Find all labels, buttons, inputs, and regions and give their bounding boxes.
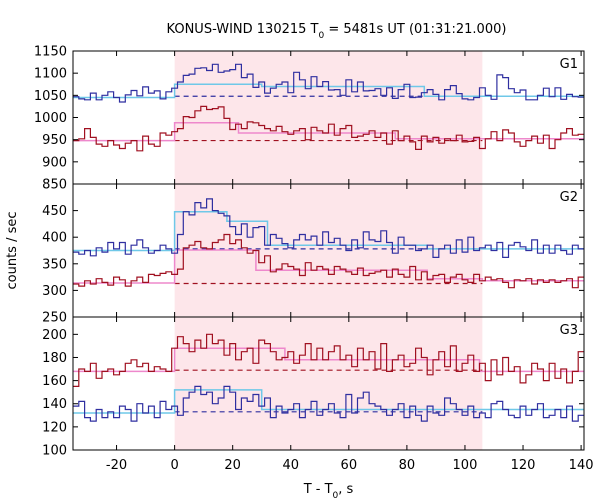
- title-suffix: = 5481s UT (01:31:21.000): [324, 22, 506, 37]
- y-tick-label: 1050: [34, 89, 67, 104]
- red-count-series: [73, 333, 584, 387]
- x-tick-label: 20: [224, 458, 241, 473]
- y-tick-label: 350: [42, 257, 67, 272]
- panel-label: G3: [560, 323, 578, 338]
- x-tick-label: 120: [511, 458, 536, 473]
- y-tick-label: 400: [42, 231, 67, 246]
- blue-count-series: [73, 198, 584, 258]
- y-tick-label: 300: [42, 284, 67, 299]
- plot-area: [73, 63, 584, 152]
- x-tick-label: 0: [170, 458, 178, 473]
- x-tick-label: 60: [341, 458, 358, 473]
- x-tick-label: 140: [569, 458, 594, 473]
- red-count-series: [73, 105, 584, 152]
- plot-area: [73, 198, 584, 289]
- chart-title: KONUS-WIND 130215 T0 = 5481s UT (01:31:2…: [167, 22, 507, 41]
- panels: 8509009501000105011001150G12503003504004…: [34, 45, 594, 474]
- y-axis-title: counts / sec: [5, 211, 20, 289]
- blue-count-series: [73, 385, 584, 422]
- y-tick-label: 200: [42, 328, 67, 343]
- x-tick-label: 100: [453, 458, 478, 473]
- y-tick-label: 180: [42, 351, 67, 366]
- panel-g3: 100 120 140 160 180 200 G3 -20 0 20 40 60 80 100 120 14…: [42, 316, 594, 473]
- blue-fit-line: [73, 389, 584, 414]
- x-tick-label: 40: [282, 458, 299, 473]
- panel-label: G1: [560, 57, 578, 72]
- x-tick-label: -20: [106, 458, 127, 473]
- highlight-interval: [174, 51, 483, 184]
- y-tick-label: 160: [42, 374, 67, 389]
- y-tick-label: 1000: [34, 111, 67, 126]
- y-tick-label: 1150: [34, 45, 67, 60]
- y-tick-label: 900: [42, 155, 67, 170]
- y-tick-label: 850: [42, 178, 67, 193]
- y-tick-label: 450: [42, 204, 67, 219]
- plot-area: [73, 333, 584, 422]
- y-tick-label: 250: [42, 311, 67, 326]
- highlight-interval: [174, 317, 483, 450]
- red-count-series: [73, 233, 584, 289]
- y-tick-label: 950: [42, 133, 67, 148]
- y-tick-label: 100: [42, 444, 67, 459]
- panel-frame: [72, 316, 585, 451]
- x-tick-label: 80: [399, 458, 416, 473]
- y-tick-label: 1100: [34, 67, 67, 82]
- red-fit-line: [73, 249, 584, 284]
- x-axis-title-subscript: 0: [333, 491, 339, 500]
- panel-label: G2: [560, 190, 578, 205]
- blue-count-series: [73, 63, 584, 103]
- title-subscript: 0: [319, 31, 325, 41]
- panel-g1: 850 900 950 1000 1050 1100 1150 G1: [34, 45, 585, 193]
- blue-fit-line: [73, 83, 584, 99]
- x-axis-title-suffix: , s: [338, 482, 353, 497]
- y-tick-label: 120: [42, 420, 67, 435]
- x-axis-title: T - T0, s: [303, 482, 354, 500]
- y-tick-label: 140: [42, 397, 67, 412]
- red-fit-line: [73, 122, 584, 142]
- panel-g2: 250 300 350 400 450 G2: [42, 183, 585, 326]
